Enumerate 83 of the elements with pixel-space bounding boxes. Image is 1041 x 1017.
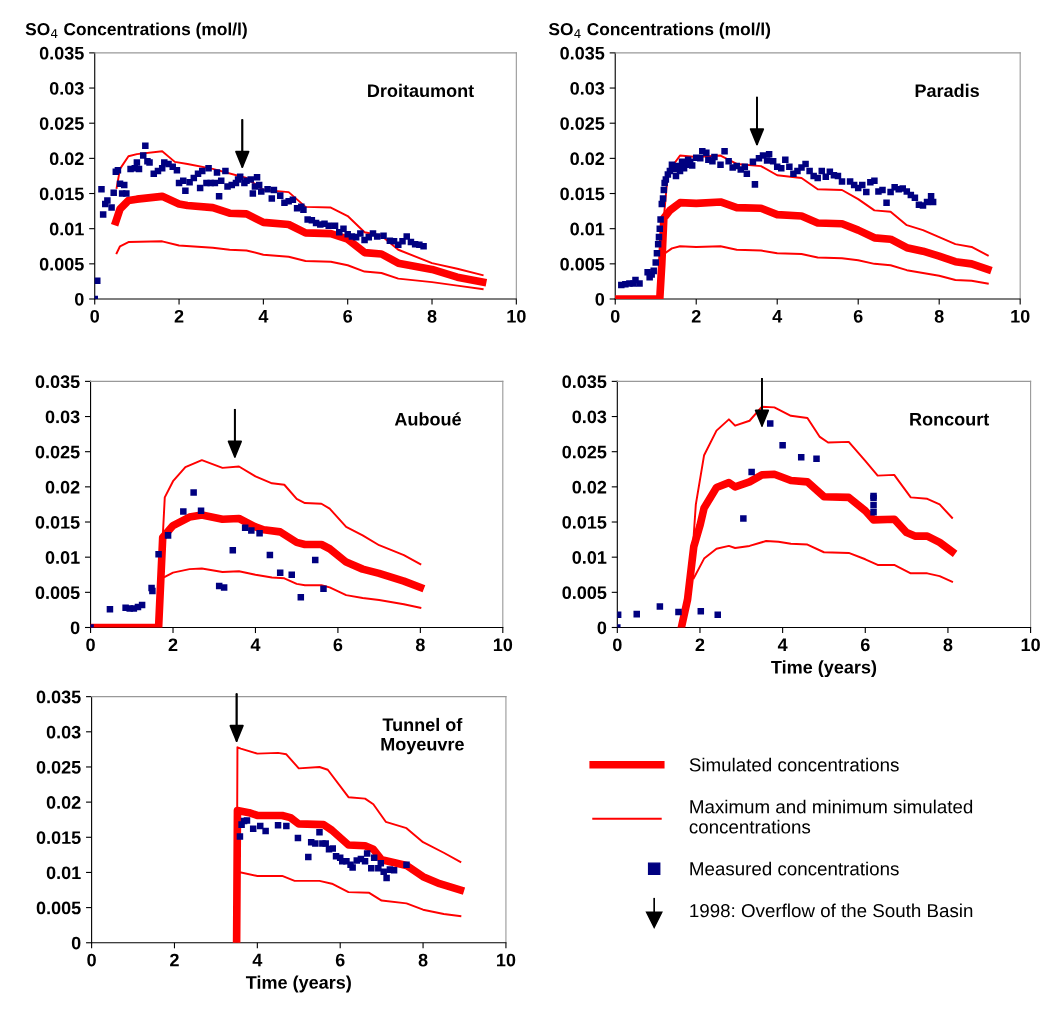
y-tick-label: 0 (597, 621, 607, 635)
legend-label: Maximum and minimum simulated concentrations (689, 799, 973, 834)
y-tick-label: 0.025 (35, 445, 80, 459)
x-tick-label: 6 (335, 953, 345, 967)
y-tick-label: 0.03 (45, 410, 80, 424)
y-tick-label: 0 (74, 292, 84, 306)
x-tick-label: 8 (934, 309, 944, 323)
y-tick-label: 0.01 (49, 222, 84, 236)
y-tick-label: 0.025 (39, 117, 84, 130)
y-tick-label: 0.035 (39, 46, 84, 60)
y-tick-label: 0.005 (35, 586, 80, 600)
x-tick-label: 4 (258, 310, 269, 323)
x-tick-label: 0 (86, 638, 95, 652)
y-tick-label: 0.02 (46, 796, 81, 809)
x-tick-label: 8 (418, 953, 428, 967)
y-tick-label: 0.015 (562, 515, 607, 529)
y-tick-label: 0.005 (36, 901, 81, 915)
x-tick-label: 2 (168, 638, 178, 651)
legend-label: Simulated concentrations (689, 757, 899, 772)
y-tick-label: 0.025 (560, 117, 605, 130)
x-tick-label: 10 (497, 953, 516, 967)
x-tick-label: 8 (415, 638, 425, 652)
text: Roncourt (910, 413, 990, 426)
x-axis-title: Time (years) (771, 660, 877, 678)
x-tick-label: 8 (943, 638, 953, 652)
x-tick-label: 4 (250, 638, 261, 651)
x-axis-title: Time (years) (245, 975, 351, 993)
y-tick-label: 0.035 (35, 375, 80, 389)
y-tick-label: 0.01 (570, 222, 605, 236)
x-tick-label: 10 (1011, 309, 1030, 323)
x-tick-label: 0 (610, 309, 620, 323)
x-tick-label: 4 (772, 310, 783, 323)
text: Tunnel of Moyeuvre (381, 717, 464, 755)
y-tick-label: 0.015 (39, 187, 84, 201)
x-tick-label: 6 (343, 309, 353, 323)
y-tick-label: 0.02 (45, 480, 80, 494)
x-tick-label: 0 (87, 953, 96, 967)
y-tick-label: 0.035 (562, 375, 607, 389)
y-tick-label: 0.015 (36, 831, 81, 844)
text: Auboué (394, 412, 461, 426)
x-tick-label: 0 (90, 309, 100, 323)
y-tick-label: 0.01 (45, 551, 80, 564)
x-tick-label: 10 (493, 638, 513, 652)
y-tick-label: 0.015 (35, 515, 80, 529)
x-tick-label: 4 (252, 953, 263, 967)
legend-label: Measured concentrations (690, 861, 899, 876)
y-tick-label: 0.03 (570, 81, 605, 95)
x-tick-label: 6 (333, 638, 343, 652)
y-tick-label: 0.035 (560, 46, 605, 60)
y-tick-label: 0.035 (36, 690, 81, 704)
y-tick-label: 0.005 (560, 257, 605, 271)
y-axis-title: SO$_{4}$ Concentrations (mol/l) (548, 22, 771, 39)
text: Paradis (915, 83, 979, 98)
y-tick-label: 0.025 (562, 445, 607, 459)
y-tick-label: 0.005 (39, 257, 84, 271)
y-tick-label: 0.025 (36, 760, 81, 774)
x-tick-label: 10 (1021, 638, 1040, 652)
x-tick-label: 2 (174, 309, 184, 323)
y-tick-label: 0.005 (562, 586, 607, 600)
y-tick-label: 0.02 (570, 152, 605, 166)
y-tick-label: 0.03 (46, 725, 81, 739)
y-axis-title: SO$_{4}$ Concentrations (mol/l) (25, 22, 247, 39)
y-tick-label: 0 (595, 292, 605, 306)
x-tick-label: 10 (507, 309, 526, 323)
x-tick-label: 8 (427, 309, 437, 323)
y-tick-label: 0.03 (49, 81, 84, 95)
x-tick-label: 2 (695, 638, 705, 651)
x-tick-label: 6 (853, 309, 863, 323)
y-tick-label: 0.01 (572, 551, 607, 564)
y-tick-label: 0.02 (49, 152, 84, 166)
y-tick-label: 0.03 (572, 410, 607, 424)
text: Droitaumont (368, 83, 474, 98)
x-tick-label: 4 (777, 638, 788, 651)
y-tick-label: 0.01 (46, 866, 81, 880)
x-tick-label: 6 (860, 638, 870, 652)
y-tick-label: 0.015 (560, 187, 605, 201)
y-tick-label: 0 (71, 936, 81, 950)
y-tick-label: 0.02 (572, 480, 607, 494)
x-tick-label: 0 (613, 638, 622, 652)
x-tick-label: 2 (691, 309, 701, 323)
x-tick-label: 2 (170, 953, 179, 967)
legend-label: 1998: Overflow of the South Basin (690, 903, 973, 918)
y-tick-label: 0 (70, 621, 80, 635)
